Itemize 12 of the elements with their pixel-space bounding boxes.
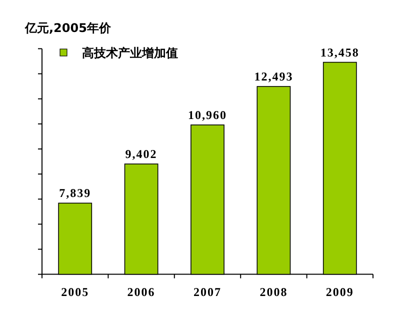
x-tick-label: 2008 bbox=[260, 285, 288, 299]
data-label: 12,493 bbox=[254, 69, 294, 84]
y-axis-title: 亿元,2005年价 bbox=[24, 21, 112, 35]
data-label: 7,839 bbox=[59, 186, 92, 200]
legend-label: 高技术产业增加值 bbox=[82, 46, 178, 60]
data-label: 10,960 bbox=[188, 108, 227, 122]
data-label: 13,458 bbox=[320, 45, 360, 60]
x-tick-label: 2007 bbox=[194, 285, 222, 299]
x-tick-label: 2009 bbox=[326, 285, 354, 299]
x-tick-label: 2006 bbox=[127, 285, 156, 299]
x-tick-label: 2005 bbox=[61, 285, 90, 299]
data-label: 9,402 bbox=[125, 146, 158, 161]
